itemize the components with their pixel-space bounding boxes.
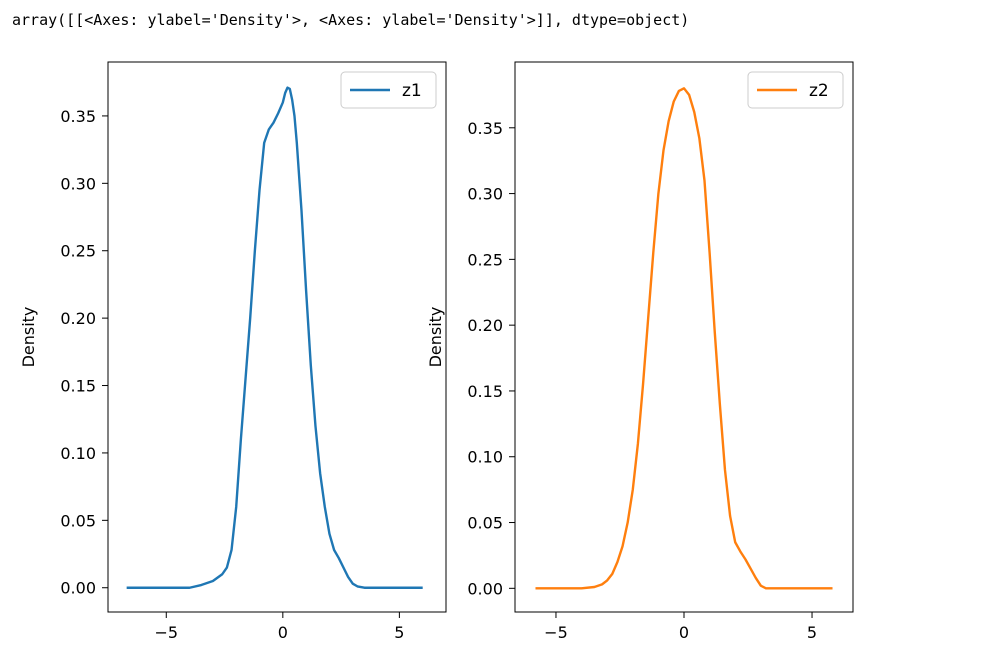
y-tick-label: 0.15 — [467, 382, 503, 401]
y-tick-label: 0.10 — [60, 444, 96, 463]
y-axis-label: Density — [426, 307, 445, 368]
y-tick-label: 0.15 — [60, 377, 96, 396]
y-tick-label: 0.30 — [467, 185, 503, 204]
x-tick-label: 0 — [278, 623, 288, 642]
legend-label: z1 — [402, 81, 422, 101]
legend: z1 — [340, 71, 437, 109]
y-tick-label: 0.00 — [60, 579, 96, 598]
y-tick-label: 0.35 — [467, 119, 503, 138]
x-tick-label: 5 — [807, 623, 817, 642]
series-line-z1 — [126, 86, 423, 589]
x-tick-label: −5 — [154, 623, 178, 642]
y-axis-label: Density — [19, 307, 38, 368]
plot-frame — [107, 61, 447, 613]
y-tick-label: 0.20 — [60, 309, 96, 328]
subplot-2: −5 0 5 0.00 0.05 0.10 0.15 0.20 0.25 0.30 0.35 Dens… — [426, 61, 854, 642]
y-tick-label: 0.25 — [60, 242, 96, 261]
y-tick-label: 0.25 — [467, 250, 503, 269]
y-tick-label: 0.05 — [60, 511, 96, 530]
y-tick-label: 0.05 — [467, 514, 503, 533]
legend: z2 — [747, 71, 844, 109]
plot-frame — [514, 61, 854, 613]
x-tick-label: −5 — [544, 623, 568, 642]
y-tick-label: 0.20 — [467, 316, 503, 335]
legend-label: z2 — [809, 81, 829, 101]
series-line-z2 — [535, 87, 833, 590]
subplot-1: −5 0 5 0.00 0.05 0.10 0.15 0.20 0.25 0.30 0.35 Dens… — [19, 61, 447, 642]
cell-output-text: array([[<Axes: ylabel='Density'>, <Axes:… — [12, 11, 690, 29]
y-tick-label: 0.35 — [60, 107, 96, 126]
x-tick-label: 0 — [679, 623, 689, 642]
x-tick-label: 5 — [394, 623, 404, 642]
y-tick-label: 0.10 — [467, 448, 503, 467]
y-tick-label: 0.30 — [60, 174, 96, 193]
y-tick-label: 0.00 — [467, 579, 503, 598]
